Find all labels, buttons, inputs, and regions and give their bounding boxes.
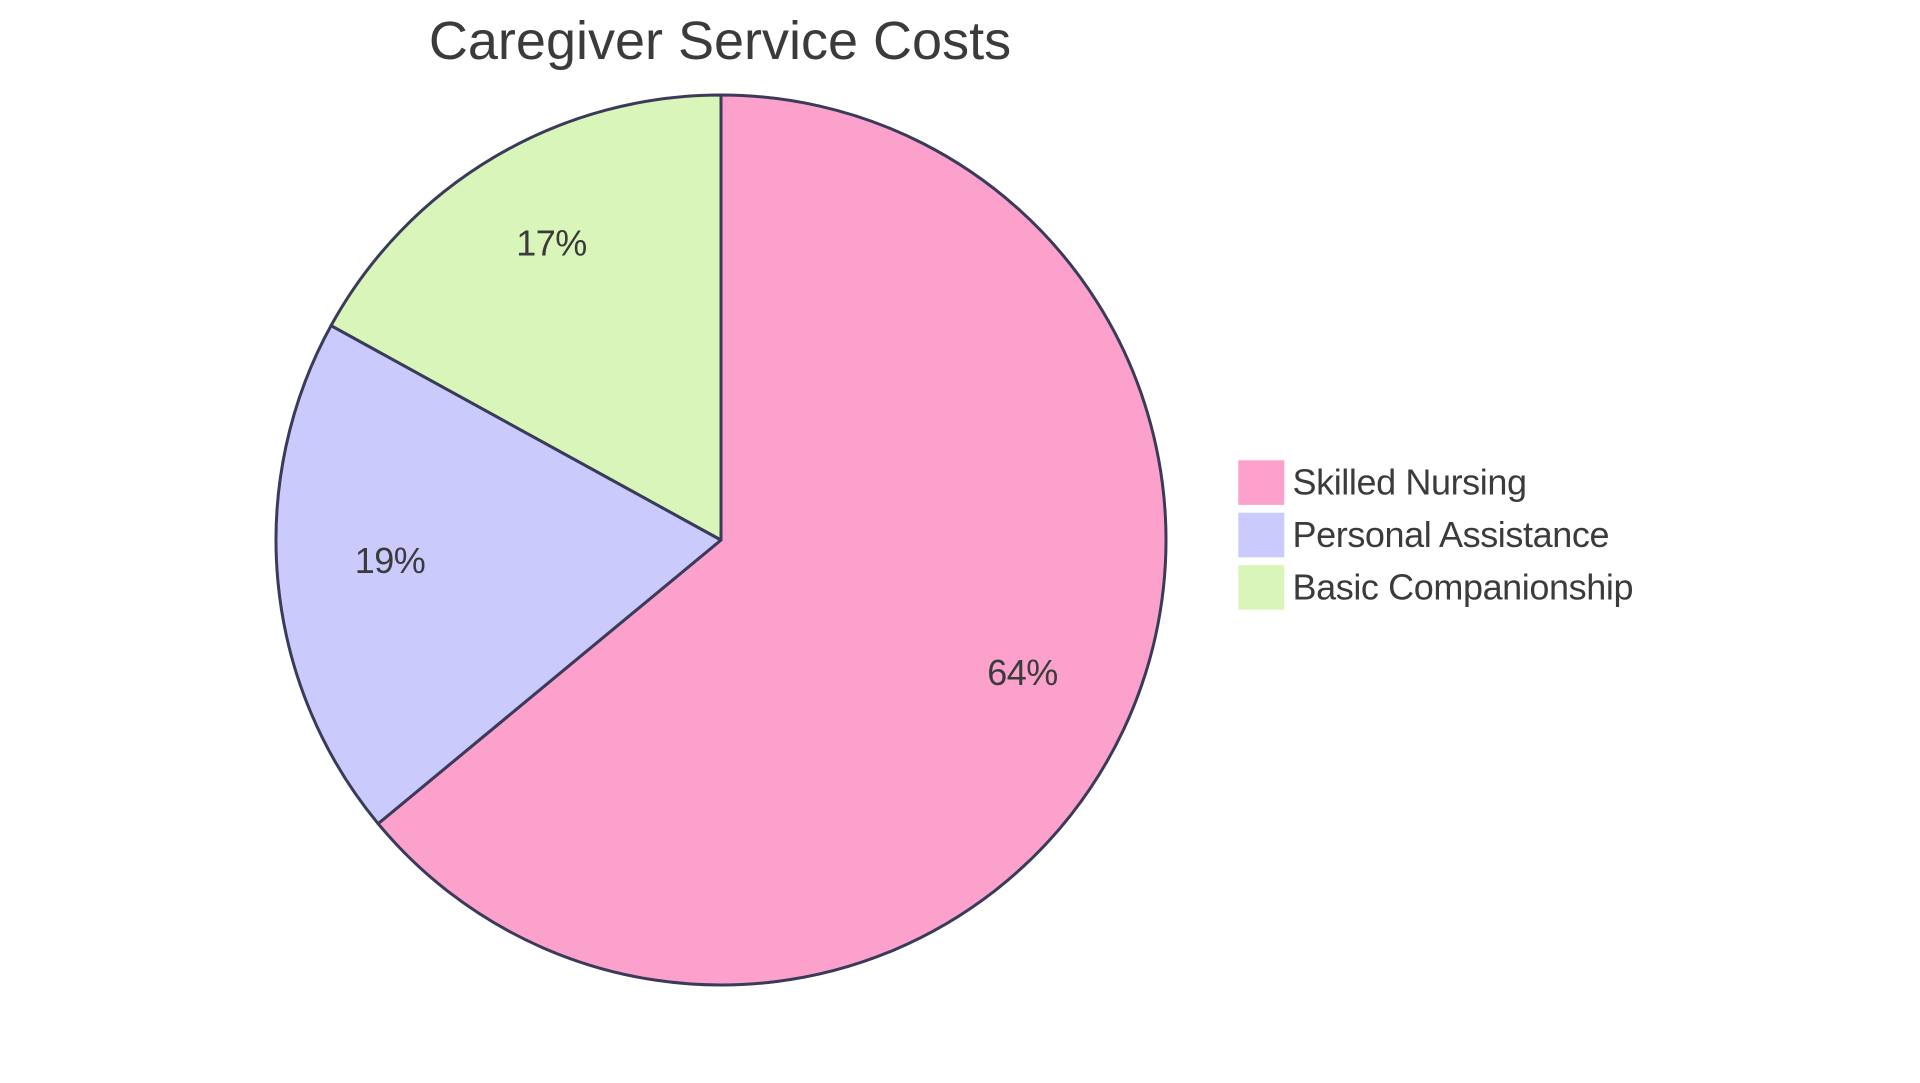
svg-text:Skilled Nursing: Skilled Nursing [1293,462,1527,503]
svg-text:Basic Companionship: Basic Companionship [1293,567,1634,608]
svg-text:Caregiver Service Costs: Caregiver Service Costs [429,11,1011,71]
svg-text:17%: 17% [516,223,587,264]
svg-text:Personal Assistance: Personal Assistance [1293,514,1610,555]
svg-text:64%: 64% [987,652,1058,693]
svg-text:19%: 19% [355,540,426,581]
